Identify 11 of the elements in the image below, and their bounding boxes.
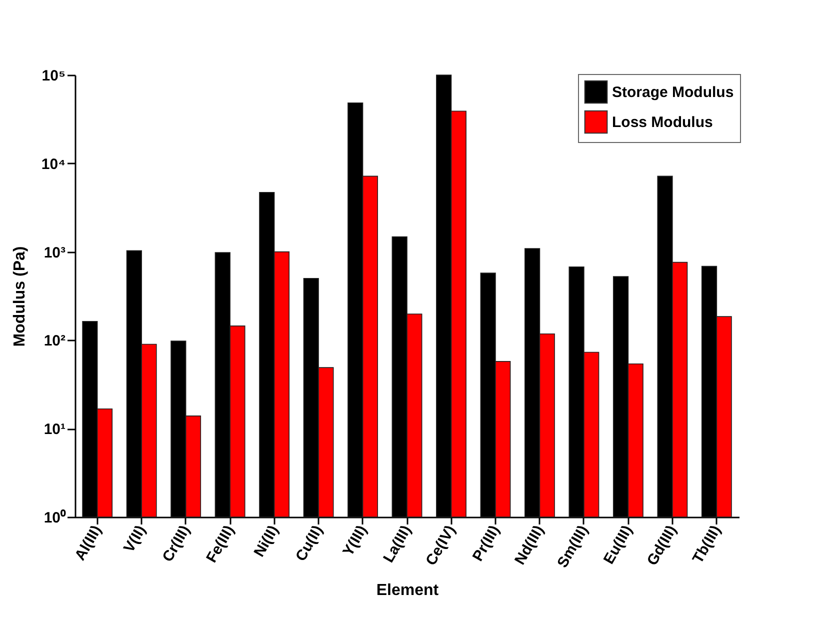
y-tick-label: 10⁰ <box>44 508 66 526</box>
y-tick-label: 10¹ <box>44 421 66 438</box>
y-tick-label: 10³ <box>44 244 66 262</box>
y-tick-label: 10⁵ <box>42 68 66 84</box>
y-tick-label: 10² <box>44 332 66 350</box>
x-axis-title: Element <box>376 582 440 600</box>
legend-label: Loss Modulus <box>612 114 713 131</box>
legend-label: Storage Modulus <box>612 84 734 101</box>
y-tick-label: 10⁴ <box>41 156 66 173</box>
y-axis-title: Modulus (Pa) <box>11 246 28 347</box>
x-tick-label: V(II) <box>120 522 150 556</box>
